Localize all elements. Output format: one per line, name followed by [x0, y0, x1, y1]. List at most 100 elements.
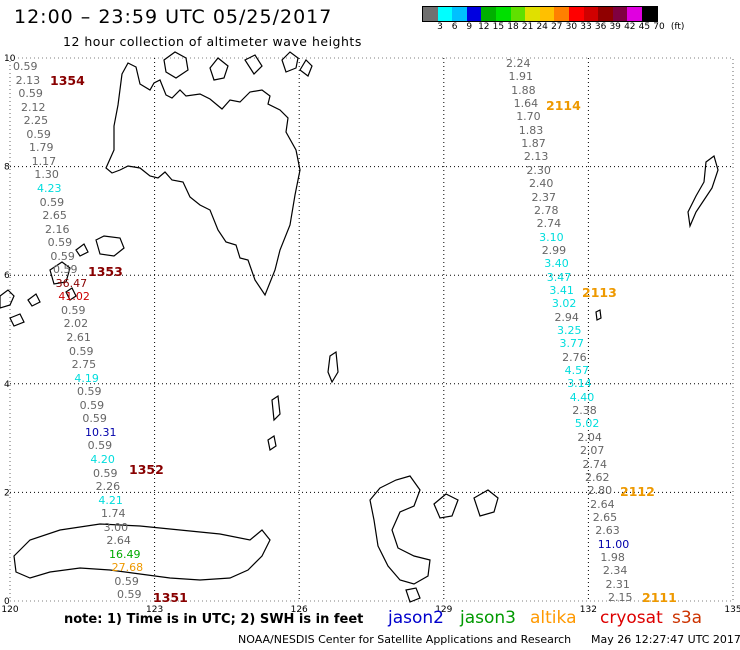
legend-jason2: jason2 — [388, 608, 444, 628]
wave-height-value: 1.83 — [518, 123, 544, 137]
wave-height-value: 2.65 — [42, 209, 67, 223]
coastline-palau — [595, 154, 719, 321]
wave-height-value: 1.87 — [521, 137, 546, 151]
colorbar-swatch — [641, 7, 657, 21]
wave-height-value: 0.59 — [93, 466, 118, 480]
wave-height-value: 2.78 — [534, 203, 559, 217]
pass-number: 1352 — [129, 462, 164, 477]
wave-height-value: 2.74 — [582, 457, 608, 471]
wave-height-value: 3.14 — [567, 377, 592, 391]
wave-height-value: 3.02 — [551, 297, 577, 311]
map-title: 12:00 – 23:59 UTC 05/25/2017 — [14, 6, 333, 28]
grid-lines — [10, 58, 733, 601]
colorbar-label: 45 — [638, 22, 651, 32]
wave-height-value: 2.26 — [95, 480, 121, 494]
coastline-talaud — [267, 350, 339, 451]
colorbar-label: 6 — [451, 22, 458, 32]
colorbar-label: (ft) — [670, 22, 685, 32]
wave-height-value: 2.64 — [590, 497, 615, 511]
pass-number: 2114 — [546, 98, 581, 113]
colorbar-swatch — [539, 7, 555, 21]
wave-height-value: 5.02 — [574, 417, 600, 431]
colorbar-swatch — [583, 7, 599, 21]
colorbar-label: 33 — [580, 22, 592, 32]
colorbar-label: 15 — [492, 22, 505, 32]
colorbar-swatch — [452, 7, 467, 21]
wave-height-value: 3.00 — [103, 520, 129, 534]
colorbar-swatch — [612, 7, 628, 21]
wave-height-value: 2.37 — [531, 190, 557, 204]
wave-height-value: 4.40 — [569, 390, 595, 404]
coastlines — [0, 51, 719, 603]
wave-height-value: 2.30 — [526, 163, 551, 177]
colorbar-label: 30 — [565, 22, 578, 32]
wave-height-value: 2.80 — [587, 484, 613, 498]
x-tick-label: 123 — [146, 605, 163, 615]
wave-height-value: 10.31 — [85, 425, 117, 439]
wave-height-value: 2.76 — [562, 350, 587, 364]
wave-height-value: 3.41 — [549, 283, 574, 297]
legend-cryosat: cryosat — [600, 608, 663, 628]
wave-height-value: 0.59 — [26, 127, 51, 141]
wave-height-value: 0.59 — [69, 344, 94, 358]
wave-height-value: 0.59 — [50, 249, 75, 263]
colorbar-swatch — [481, 7, 496, 21]
wave-height-value: 2.02 — [63, 317, 89, 331]
wave-height-value: 1.64 — [513, 97, 539, 111]
axis-ticks: 120 123 126 129 132 135 0 2 4 6 8 10 — [1, 54, 740, 615]
wave-height-value: 4.57 — [564, 364, 590, 378]
pass-number: 2112 — [620, 484, 655, 499]
wave-height-value: 2.38 — [572, 404, 597, 418]
wave-height-value: 2.62 — [585, 470, 610, 484]
x-tick-label: 132 — [580, 605, 597, 615]
legend-altika: altika — [530, 608, 577, 628]
coastline-borneo — [0, 289, 15, 309]
wave-height-value: 3.47 — [546, 270, 572, 284]
wave-height-value: 4.19 — [74, 371, 99, 385]
colorbar-swatch — [568, 7, 584, 21]
wave-height-value: 2.13 — [15, 73, 41, 87]
map-subtitle: 12 hour collection of altimeter wave hei… — [63, 34, 362, 49]
wave-height-value: 0.59 — [53, 263, 78, 277]
x-tick-label: 129 — [435, 605, 452, 615]
wave-height-value: 1.17 — [31, 154, 57, 168]
wave-height-value: 2.75 — [71, 358, 97, 372]
colorbar-swatch — [525, 7, 540, 21]
pass-number: 1351 — [153, 590, 188, 605]
legend-s3a: s3a — [672, 608, 703, 628]
coastline-north-islands — [163, 51, 313, 81]
coastline-sulu-islands — [9, 235, 125, 327]
coastline-morotai — [473, 489, 499, 517]
wave-height-value: 0.59 — [61, 303, 86, 317]
wave-height-value: 3.77 — [559, 337, 585, 351]
wave-height-value: 2.61 — [66, 331, 91, 344]
x-tick-label: 135 — [724, 605, 740, 615]
colorbar-label: 70 — [653, 22, 665, 32]
wave-height-value: 2.07 — [579, 444, 605, 458]
colorbar-label: 18 — [507, 22, 519, 32]
wave-height-value: 4.23 — [37, 181, 62, 195]
wave-height-value: 0.59 — [114, 574, 139, 588]
wave-height-value: 2.40 — [528, 177, 554, 191]
wave-height-value: 2.65 — [592, 510, 618, 524]
pass-number: 1354 — [50, 73, 85, 88]
wave-height-value: 0.59 — [79, 398, 105, 412]
wave-height-value: 4.20 — [90, 452, 115, 466]
wave-height-value: 2.24 — [506, 57, 531, 70]
wave-height-colorbar — [422, 6, 658, 22]
colorbar-label: 36 — [594, 22, 607, 32]
colorbar-label: 42 — [624, 22, 636, 32]
colorbar-label: 21 — [521, 22, 534, 32]
wave-height-value: 36.47 — [55, 276, 88, 290]
credit-text: NOAA/NESDIS Center for Satellite Applica… — [238, 633, 572, 646]
wave-height-value: 0.59 — [47, 236, 73, 250]
wave-height-value: 2.74 — [536, 217, 562, 231]
timestamp-text: May 26 12:27:47 UTC 2017 — [591, 633, 740, 646]
wave-height-value: 0.59 — [87, 439, 113, 453]
colorbar-swatch — [510, 7, 526, 21]
wave-height-value: 1.74 — [101, 507, 126, 521]
colorbar-label: 39 — [609, 22, 621, 32]
wave-height-value: 2.25 — [23, 114, 49, 128]
colorbar-swatch — [495, 7, 511, 21]
